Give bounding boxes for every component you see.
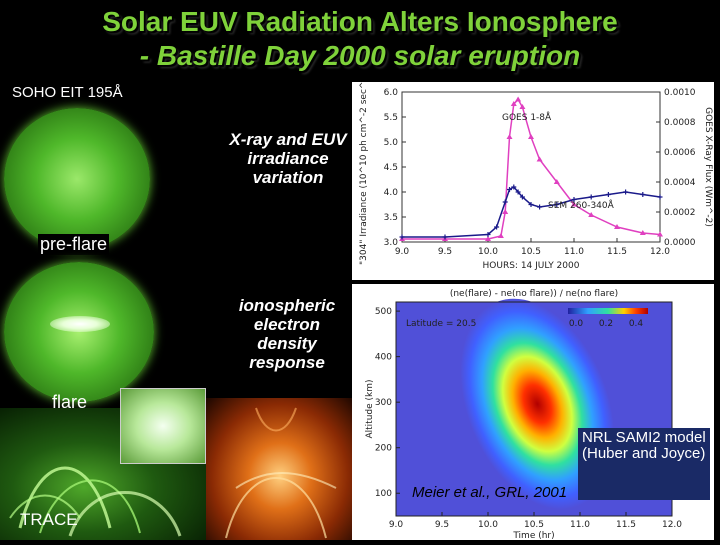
y-tick-label: 5.0 [384,138,399,148]
y-axis-label: Altitude (km) [365,379,375,438]
y2-tick-label: 0.0010 [664,88,696,98]
x-axis-label: Time (hr) [512,531,554,540]
heatmap-title: (ne(flare) - ne(no flare)) / ne(no flare… [450,289,618,299]
irradiance-chart-panel: 9.0 9.5 10.0 10.5 11.0 11.5 12.0 3.0 3.5 4.0 4.5 5.… [352,69,714,280]
series-point [485,232,491,237]
trace-inset-image [120,388,206,464]
y-tick-label: 100 [375,489,392,499]
x-tick-label: 11.5 [607,247,627,257]
y-tick-label: 3.5 [384,213,398,223]
y2-tick-label: 0.0004 [664,178,696,188]
series-point [640,192,646,197]
x-axis-label: HOURS: 14 JULY 2000 [483,261,580,271]
series-point [536,156,543,162]
ionosphere-caption: ionospheric electron density response [238,296,336,372]
colorbar [568,308,648,314]
x-tick-label: 10.0 [478,247,498,257]
y2-axis-label: GOES X-Ray Flux (Wm^-2) [703,107,713,227]
series-name: GOES 1-8Å [502,111,552,123]
preflare-label: pre-flare [38,234,110,255]
ionosphere-heatmap: 9.0 9.5 10.0 10.5 11.0 11.5 12.0 100 200 300 400 50… [365,289,682,541]
preflare-sun-image [0,102,156,252]
y-tick-label: 500 [375,307,392,317]
series-point [506,134,513,139]
heatmap-annotation: Latitude = 20.5 [406,319,476,329]
series-point [571,197,577,202]
series-point [494,224,500,230]
series-point [507,187,512,192]
y-axis-label: "304" Irradiance (10^10 ph cm^-2 sec^-1) [359,82,369,265]
series-name: SEM 260-340Å [548,199,615,211]
series-point [588,212,595,217]
series-point [605,192,611,197]
series-point [528,202,534,207]
series-point [502,199,508,205]
y-tick-label: 4.0 [384,188,399,198]
series-point [519,104,526,109]
series-point [399,234,405,240]
series-point [510,101,517,106]
series-point [657,194,663,200]
y-tick-label: 6.0 [384,88,399,98]
x-tick-label: 12.0 [650,247,670,257]
x-tick-label: 11.5 [616,520,636,530]
y2-tick-label: 0.0008 [664,118,696,128]
slide-subtitle: - Bastille Day 2000 solar eruption [139,40,581,71]
series-point [497,233,504,238]
irradiance-caption: X-ray and EUV irradiance variation [229,130,347,187]
colorbar-tick-label: 0.2 [599,319,613,329]
y-tick-label: 400 [375,353,392,363]
colorbar-tick-label: 0.4 [629,319,644,329]
series-point [639,230,646,235]
series-point [515,189,521,195]
soho-label: SOHO EIT 195Å [12,84,123,101]
series-point [485,236,491,241]
x-tick-label: 10.5 [521,247,541,257]
ionosphere-chart-panel: 9.0 9.5 10.0 10.5 11.0 11.5 12.0 100 200 300 400 50… [352,284,714,541]
model-label-box: NRL SAMI2 model (Huber and Joyce) [578,428,710,500]
model-label: NRL SAMI2 model (Huber and Joyce) [582,429,706,462]
series-point [657,231,663,237]
series-point [502,209,509,214]
x-tick-label: 9.5 [435,520,449,530]
x-tick-label: 10.5 [524,520,544,530]
x-tick-label: 10.0 [478,520,498,530]
flare-label: flare [52,392,88,412]
x-tick-label: 9.0 [395,247,410,257]
y-tick-label: 4.5 [384,163,398,173]
x-tick-label: 9.0 [389,520,404,530]
series-point [571,201,577,207]
series-point [588,194,594,200]
y2-tick-label: 0.0006 [664,148,696,158]
series-point [515,96,522,102]
series-point [554,202,560,207]
flare-sun-image [0,258,160,408]
y-tick-label: 5.5 [384,113,398,123]
series-point [511,184,517,190]
series-point [553,179,560,184]
x-tick-label: 11.0 [570,520,590,530]
orange-flare-image [206,398,354,540]
series-point [528,134,534,139]
trace-label: TRACE [20,510,78,529]
citation: Meier et al., GRL, 2001 [412,484,568,501]
y2-tick-label: 0.0000 [664,238,696,248]
slide-title: Solar EUV Radiation Alters Ionosphere [102,6,618,37]
series-point [623,189,629,195]
series-point [537,204,543,210]
y2-tick-label: 0.0002 [664,208,696,218]
y-tick-label: 300 [375,398,392,408]
x-tick-label: 12.0 [662,520,682,530]
series-line [402,186,661,238]
series-point [519,194,525,200]
heatmap-blob [460,298,615,510]
y-tick-label: 200 [375,444,392,454]
irradiance-chart: 9.0 9.5 10.0 10.5 11.0 11.5 12.0 3.0 3.5 4.0 4.5 5.… [359,69,713,271]
y-tick-label: 3.0 [384,238,399,248]
series-point [614,224,620,229]
colorbar-tick-label: 0.0 [569,319,584,329]
x-tick-label: 11.0 [564,247,584,257]
x-tick-label: 9.5 [438,247,452,257]
series-point [442,234,448,240]
